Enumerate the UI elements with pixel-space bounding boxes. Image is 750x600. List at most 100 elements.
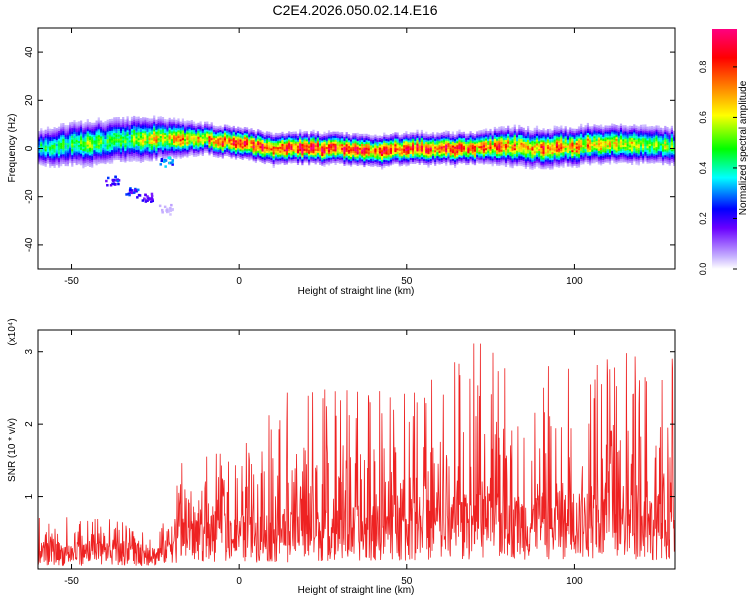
spectrogram-cell bbox=[226, 138, 229, 141]
spectrogram-cell bbox=[476, 156, 479, 159]
spectrogram-cell bbox=[551, 142, 554, 145]
spectrogram-cell bbox=[250, 139, 253, 143]
spectrogram-cell bbox=[102, 161, 105, 164]
spectrogram-cell bbox=[447, 154, 450, 157]
spectrogram-cell bbox=[157, 145, 160, 148]
spectrogram-cell bbox=[440, 157, 443, 160]
spectrogram-cell bbox=[186, 135, 189, 139]
spectrogram-cell bbox=[241, 132, 244, 135]
spectrogram-cell bbox=[535, 127, 539, 131]
spectrogram-cell bbox=[230, 156, 233, 159]
spectrogram-cell bbox=[91, 124, 94, 128]
spectrogram-cell bbox=[602, 161, 605, 164]
spectrogram-cell bbox=[246, 154, 249, 157]
spectrogram-cell bbox=[330, 145, 333, 149]
spectrogram-cell bbox=[511, 146, 514, 149]
spectrogram-cell bbox=[279, 140, 282, 144]
spectrogram-cell bbox=[119, 130, 123, 133]
spectrogram-cell bbox=[323, 158, 326, 162]
spectrogram-cell bbox=[86, 124, 89, 128]
spectrogram-cell bbox=[498, 142, 501, 145]
spectrogram-cell bbox=[106, 135, 109, 138]
spectrogram-cell bbox=[485, 128, 488, 131]
spectrogram-cell bbox=[500, 145, 503, 148]
spectrogram-cell bbox=[177, 120, 180, 123]
spectrogram-cell bbox=[615, 136, 618, 139]
spectrogram-cell bbox=[365, 149, 368, 152]
spectrogram-cell bbox=[527, 149, 530, 152]
spectrogram-cell bbox=[542, 141, 545, 145]
spectrogram-cell bbox=[491, 142, 494, 146]
spectrogram-cell bbox=[75, 151, 78, 154]
spectrogram-cell bbox=[73, 150, 76, 154]
spectrogram-cell bbox=[396, 140, 399, 143]
spectrogram-cell bbox=[600, 130, 603, 133]
spectrogram-cell bbox=[77, 127, 80, 130]
spectrogram-cell bbox=[181, 137, 184, 141]
spectrogram-cell bbox=[584, 154, 587, 157]
spectrogram-cell bbox=[321, 136, 324, 139]
spectrogram-cell bbox=[491, 146, 494, 149]
spectrogram-cell bbox=[398, 150, 401, 153]
spectrogram-cell bbox=[381, 136, 384, 139]
spectrogram-cell bbox=[542, 151, 545, 154]
spectrogram-cell bbox=[248, 150, 251, 153]
spectrogram-cell bbox=[192, 152, 196, 155]
spectrogram-cell bbox=[376, 149, 379, 152]
spectrogram-cell bbox=[513, 163, 516, 166]
spectrogram-cell bbox=[210, 133, 213, 137]
spectrogram-cell bbox=[73, 139, 76, 142]
spectrogram-cell bbox=[343, 136, 346, 139]
spectrogram-cell bbox=[283, 156, 286, 160]
spectrogram-cell bbox=[153, 154, 156, 157]
spectrogram-cell bbox=[482, 150, 485, 153]
spectrogram-cell bbox=[226, 153, 229, 156]
spectrogram-cell bbox=[569, 131, 572, 134]
spectrogram-cell bbox=[299, 150, 302, 153]
spectrogram-cell bbox=[533, 143, 536, 146]
spectrogram-cell bbox=[507, 145, 510, 148]
spectrogram-cell bbox=[615, 146, 618, 149]
spectrogram-cell bbox=[442, 153, 446, 156]
spectrogram-cell bbox=[46, 151, 50, 155]
spectrogram-cell bbox=[53, 156, 56, 159]
spectrogram-cell bbox=[369, 137, 373, 140]
spectrogram-cell bbox=[148, 145, 151, 148]
spectrogram-cell bbox=[124, 140, 127, 144]
spectrogram-cell bbox=[628, 127, 631, 130]
spectrogram-cell bbox=[376, 139, 379, 143]
spectrogram-cell bbox=[471, 133, 474, 136]
spectrogram-cell bbox=[511, 127, 514, 130]
spectrogram-cell bbox=[414, 136, 417, 139]
spectrogram-cell bbox=[407, 157, 410, 160]
spectrogram-cell bbox=[327, 161, 331, 164]
spectrogram-cell bbox=[420, 143, 423, 146]
spectrogram-cell bbox=[456, 133, 459, 136]
spectrogram-cell bbox=[170, 134, 173, 138]
spectrogram-cell bbox=[542, 163, 545, 166]
spectrogram-cell bbox=[150, 157, 153, 160]
spectrogram-cell bbox=[467, 145, 470, 148]
spectrogram-cell bbox=[49, 136, 52, 139]
spectrogram-cell bbox=[221, 146, 224, 149]
spectrogram-cell bbox=[445, 130, 448, 133]
spectrogram-cell bbox=[157, 124, 160, 127]
spectrogram-cell bbox=[186, 141, 189, 144]
spectrogram-cell bbox=[277, 158, 280, 161]
spectrogram-cell bbox=[566, 131, 569, 134]
spectrogram-cell bbox=[542, 128, 545, 131]
spectrogram-cell bbox=[146, 156, 149, 159]
spectrogram-cell bbox=[201, 138, 204, 141]
spectrogram-cell bbox=[354, 139, 357, 142]
spectrogram-cell bbox=[204, 146, 207, 150]
spectrogram-cell bbox=[102, 137, 105, 141]
spectrogram-cell bbox=[577, 157, 581, 160]
spectrogram-cell bbox=[190, 145, 193, 148]
spectrogram-cell bbox=[179, 127, 182, 130]
spectrogram-cell bbox=[569, 164, 572, 167]
spectrogram-cell bbox=[553, 156, 556, 159]
spectrogram-cell bbox=[591, 141, 594, 144]
spectrogram-cell bbox=[511, 129, 514, 132]
spectrogram-cell bbox=[257, 129, 260, 132]
spectrogram-cell bbox=[84, 164, 87, 167]
